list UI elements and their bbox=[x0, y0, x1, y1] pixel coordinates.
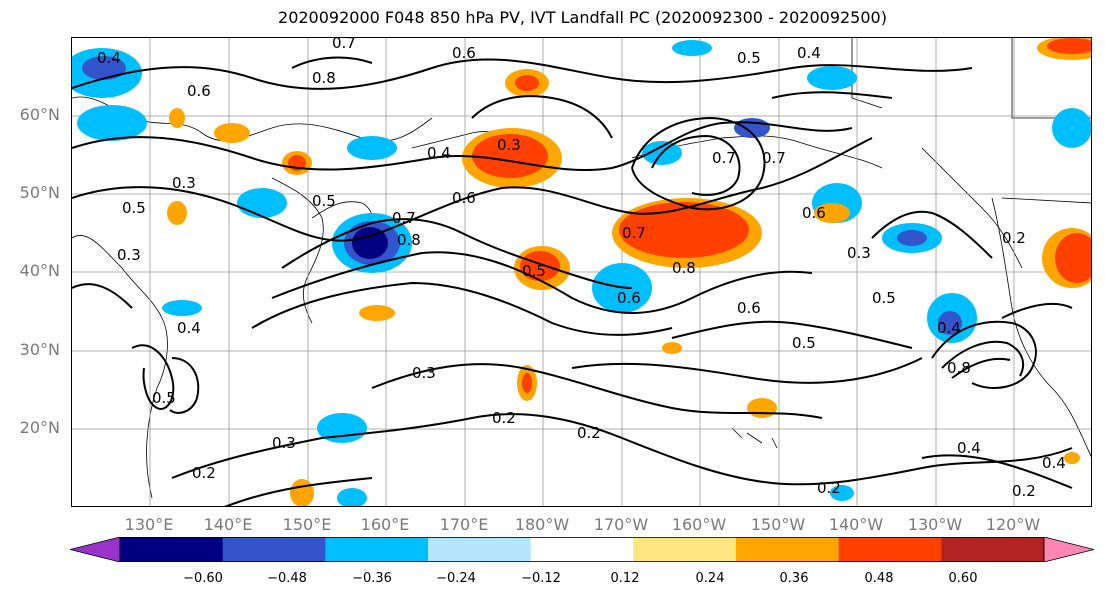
anomaly-label: 0.4 bbox=[427, 144, 451, 162]
lat-label: 40°N bbox=[19, 261, 60, 280]
contour-label: 0.5 bbox=[737, 49, 761, 67]
colorbar-tick: −0.36 bbox=[352, 571, 392, 586]
colorbar-segments bbox=[70, 537, 1094, 562]
lon-label: 130°W bbox=[907, 515, 963, 534]
contour-label: 0.4 bbox=[177, 319, 201, 337]
colorbar-segment bbox=[120, 537, 224, 562]
contour-label: 0.7 bbox=[332, 38, 356, 52]
lon-label: 140°W bbox=[828, 515, 884, 534]
lat-label: 30°N bbox=[19, 340, 60, 359]
contour-label: 0.8 bbox=[672, 259, 696, 277]
lon-label: 150°E bbox=[282, 515, 332, 534]
contour-label: 0.2 bbox=[817, 479, 841, 497]
lon-label: 170°W bbox=[593, 515, 649, 534]
contour-label: 0.3 bbox=[847, 244, 871, 262]
contour-label: 0.4 bbox=[1042, 454, 1066, 472]
colorbar bbox=[70, 537, 1094, 562]
colorbar-tick: −0.60 bbox=[183, 571, 223, 586]
colorbar-tick: 0.60 bbox=[948, 571, 978, 586]
map-panel: 0.4 0.6 0.8 0.7 0.6 0.5 0.4 0.7 0.7 0.3 … bbox=[71, 37, 1092, 507]
contour-label: 0.7 bbox=[622, 224, 646, 242]
contour-label: 0.6 bbox=[187, 82, 211, 100]
contour-label: 0.7 bbox=[392, 209, 416, 227]
lat-label: 50°N bbox=[19, 183, 60, 202]
lon-label: 160°W bbox=[671, 515, 727, 534]
contour-label: 0.5 bbox=[312, 192, 336, 210]
contour-label: 0.5 bbox=[872, 289, 896, 307]
contour-label: 0.2 bbox=[492, 409, 516, 427]
colorbar-segment bbox=[941, 537, 1045, 562]
contour-label: 0.2 bbox=[1012, 482, 1036, 500]
colorbar-frame bbox=[119, 537, 1045, 562]
contour-label: 0.8 bbox=[947, 359, 971, 377]
contour-label: 0.6 bbox=[617, 289, 641, 307]
lon-label: 130°E bbox=[124, 515, 174, 534]
contour-label: 0.6 bbox=[452, 44, 476, 62]
lon-label: 160°E bbox=[360, 515, 410, 534]
colorbar-tick: 0.12 bbox=[610, 571, 640, 586]
colorbar-tick: −0.48 bbox=[267, 571, 307, 586]
colorbar-segment bbox=[530, 537, 634, 562]
contour-label: 0.6 bbox=[737, 299, 761, 317]
colorbar-segment bbox=[325, 537, 429, 562]
anomaly-label: 0.5 bbox=[522, 262, 546, 280]
contour-label: 0.8 bbox=[397, 231, 421, 249]
contour-label: 0.3 bbox=[272, 434, 296, 452]
graticule bbox=[72, 38, 1091, 506]
anomaly-label-group: 0.3 0.5 0.4 bbox=[427, 136, 546, 280]
colorbar-tick: −0.12 bbox=[521, 571, 561, 586]
contour-label: 0.5 bbox=[122, 199, 146, 217]
contour-label: 0.3 bbox=[412, 364, 436, 382]
contour-label: 0.3 bbox=[117, 246, 141, 264]
contour-label: 0.4 bbox=[957, 439, 981, 457]
positive-anomalies bbox=[167, 38, 1091, 506]
chart-title: 2020092000 F048 850 hPa PV, IVT Landfall… bbox=[278, 8, 887, 27]
colorbar-segment bbox=[428, 537, 532, 562]
colorbar-tick: 0.36 bbox=[779, 571, 809, 586]
colorbar-segment bbox=[838, 537, 942, 562]
lon-label: 150°W bbox=[750, 515, 806, 534]
lat-label: 60°N bbox=[19, 105, 60, 124]
contour-label: 0.4 bbox=[797, 44, 821, 62]
lon-label: 140°E bbox=[203, 515, 253, 534]
colorbar-segment bbox=[736, 537, 840, 562]
contour-label: 0.6 bbox=[452, 189, 476, 207]
contour-label: 0.6 bbox=[802, 204, 826, 222]
contour-label-group: 0.4 0.6 0.8 0.7 0.6 0.5 0.4 0.7 0.7 0.3 … bbox=[97, 38, 1066, 500]
colorbar-tick: 0.24 bbox=[695, 571, 725, 586]
contour-label: 0.4 bbox=[97, 49, 121, 67]
contour-label: 0.2 bbox=[1002, 229, 1026, 247]
anomaly-label: 0.3 bbox=[497, 136, 521, 154]
contour-label: 0.7 bbox=[762, 149, 786, 167]
contour-label: 0.2 bbox=[577, 424, 601, 442]
ivt-contours bbox=[72, 56, 1073, 506]
colorbar-extend-max bbox=[1043, 537, 1094, 562]
contour-label: 0.4 bbox=[937, 319, 961, 337]
lon-label: 180°W bbox=[514, 515, 570, 534]
contour-label: 0.7 bbox=[712, 149, 736, 167]
lon-label: 120°W bbox=[985, 515, 1041, 534]
contour-label: 0.5 bbox=[152, 389, 176, 407]
contour-label: 0.8 bbox=[312, 69, 336, 87]
map-svg: 0.4 0.6 0.8 0.7 0.6 0.5 0.4 0.7 0.7 0.3 … bbox=[72, 38, 1091, 506]
contour-label: 0.5 bbox=[792, 334, 816, 352]
contour-label: 0.2 bbox=[192, 464, 216, 482]
lat-label: 20°N bbox=[19, 418, 60, 437]
colorbar-segment bbox=[633, 537, 737, 562]
colorbar-extend-min bbox=[70, 537, 121, 562]
colorbar-tick: 0.48 bbox=[864, 571, 894, 586]
lon-label: 170°E bbox=[439, 515, 489, 534]
contour-label: 0.3 bbox=[172, 174, 196, 192]
colorbar-tick: −0.24 bbox=[436, 571, 476, 586]
colorbar-segment bbox=[222, 537, 326, 562]
